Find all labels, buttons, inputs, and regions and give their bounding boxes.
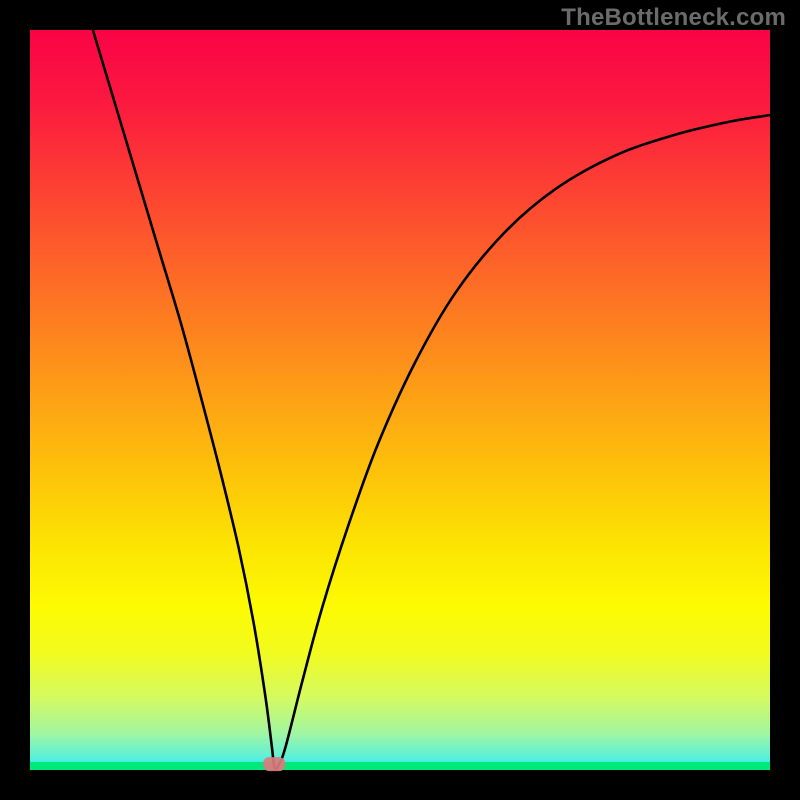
gradient-background <box>30 30 770 770</box>
chart-svg <box>0 0 800 800</box>
bottom-band <box>30 762 770 770</box>
optimal-point-marker <box>263 757 285 771</box>
attribution-label: TheBottleneck.com <box>561 4 786 32</box>
chart-container: TheBottleneck.com <box>0 0 800 800</box>
